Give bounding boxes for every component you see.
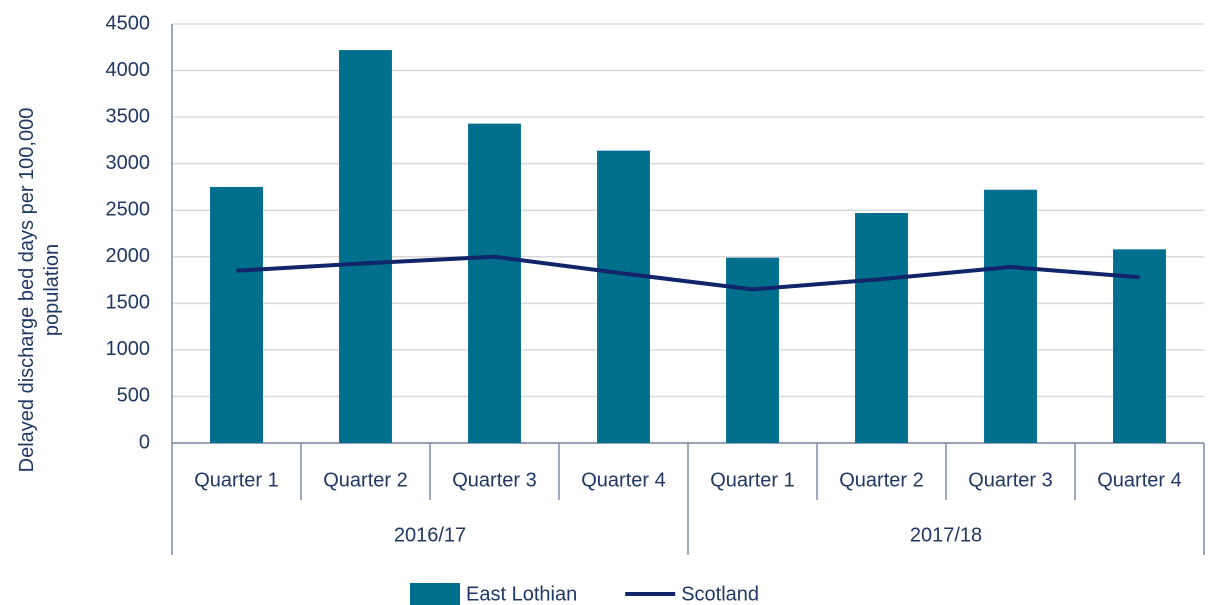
x-tick-label: Quarter 1 xyxy=(194,469,278,491)
legend-swatch xyxy=(410,583,460,605)
y-tick-label: 1500 xyxy=(106,292,151,314)
x-tick-label: Quarter 3 xyxy=(452,469,536,491)
bar xyxy=(468,123,521,443)
y-tick-label: 3000 xyxy=(106,152,151,174)
bar xyxy=(1113,249,1166,443)
x-tick-label: Quarter 3 xyxy=(968,469,1052,491)
x-tick-label: Quarter 1 xyxy=(710,469,794,491)
bar xyxy=(984,189,1037,443)
bar xyxy=(339,50,392,444)
x-tick-label: Quarter 4 xyxy=(1097,469,1181,491)
y-tick-label: 1000 xyxy=(106,338,151,360)
y-tick-label: 2500 xyxy=(106,199,151,221)
y-tick-label: 500 xyxy=(117,385,150,407)
legend-label: East Lothian xyxy=(466,583,577,605)
bar xyxy=(210,186,263,443)
y-tick-label: 3500 xyxy=(106,105,151,127)
x-tick-label: Quarter 2 xyxy=(839,469,923,491)
line xyxy=(236,254,1140,292)
y-tick-label: 4500 xyxy=(106,12,151,34)
x-tick-label: Quarter 4 xyxy=(581,469,665,491)
y-axis-label: Delayed discharge bed days per 100,000 p… xyxy=(16,107,63,473)
y-tick-label: 0 xyxy=(139,431,150,453)
bar xyxy=(597,150,650,443)
x-tick-label: Quarter 2 xyxy=(323,469,407,491)
bar xyxy=(855,213,908,443)
group-label: 2017/18 xyxy=(910,524,982,546)
legend-label: Scotland xyxy=(681,583,759,605)
y-tick-label: 2000 xyxy=(106,245,151,267)
y-tick-label: 4000 xyxy=(106,59,151,81)
group-label: 2016/17 xyxy=(394,524,466,546)
